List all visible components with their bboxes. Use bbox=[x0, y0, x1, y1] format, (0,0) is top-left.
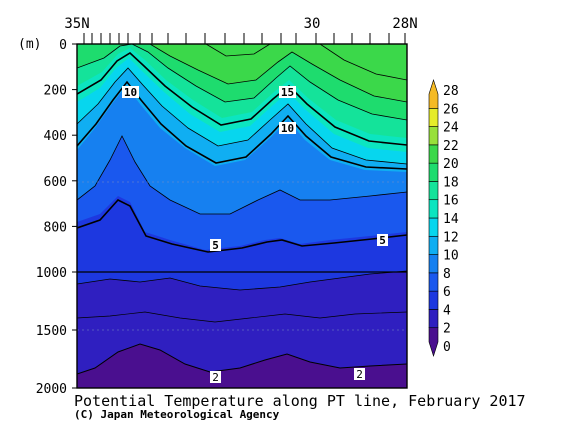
isotherm-12-line bbox=[77, 67, 407, 165]
colorbar-label-4: 4 bbox=[443, 303, 451, 318]
x-tick-label-28N: 28N bbox=[392, 16, 417, 32]
svg-text:2: 2 bbox=[212, 371, 219, 384]
y-tick-label-600: 600 bbox=[44, 175, 67, 190]
contour-label-5-east: 5 bbox=[377, 234, 388, 247]
colorbar-cell-26 bbox=[428, 79, 439, 109]
colorbar-label-8: 8 bbox=[443, 267, 451, 282]
contour-lines bbox=[77, 44, 407, 375]
isotherm-18-line bbox=[77, 44, 407, 121]
colorbar-label-28: 28 bbox=[443, 84, 459, 99]
contour-label-5-west: 5 bbox=[210, 239, 221, 252]
colorbar-cell-4 bbox=[428, 290, 439, 310]
band-20-22 bbox=[77, 44, 407, 102]
svg-text:15: 15 bbox=[281, 86, 294, 99]
contour-label-10-west: 10 bbox=[122, 86, 139, 99]
svg-text:5: 5 bbox=[212, 239, 219, 252]
y-axis-label: (m) bbox=[18, 37, 41, 52]
gridlines bbox=[77, 181, 407, 331]
y-tick-label-400: 400 bbox=[44, 129, 67, 144]
x-tick-label-35N: 35N bbox=[64, 16, 89, 32]
station-ticks bbox=[83, 33, 406, 44]
isotherm-15-line bbox=[77, 51, 407, 146]
isotherm-4-line bbox=[77, 270, 407, 291]
y-tick-label-1500: 1500 bbox=[36, 324, 67, 339]
isotherm-20-line bbox=[149, 44, 407, 103]
temperature-field bbox=[77, 44, 407, 388]
contour-label-2-east: 2 bbox=[354, 368, 365, 381]
colorbar-label-12: 12 bbox=[443, 230, 459, 245]
colorbar-cell-22 bbox=[428, 126, 439, 146]
svg-text:10: 10 bbox=[281, 122, 294, 135]
contour-label-2-west: 2 bbox=[210, 371, 221, 384]
plot-frame bbox=[76, 43, 408, 389]
y-tick-label-1000: 1000 bbox=[36, 266, 67, 281]
y-tick-label-0: 0 bbox=[59, 38, 67, 53]
colorbar-label-16: 16 bbox=[443, 194, 459, 209]
colorbar-cell-20 bbox=[428, 144, 439, 164]
colorbar-cell-24 bbox=[428, 107, 439, 127]
colorbar-label-0: 0 bbox=[443, 340, 451, 355]
y-tick-label-200: 200 bbox=[44, 84, 67, 99]
isotherm-10-line bbox=[77, 80, 407, 170]
svg-text:10: 10 bbox=[124, 86, 137, 99]
svg-text:5: 5 bbox=[379, 234, 386, 247]
contour-label-10-east: 10 bbox=[279, 122, 296, 135]
isotherm-22-line bbox=[205, 44, 271, 57]
colorbar-cell-16 bbox=[428, 181, 439, 201]
colorbar-label-2: 2 bbox=[443, 322, 451, 337]
colorbar-label-10: 10 bbox=[443, 249, 459, 264]
isotherm-7-line bbox=[77, 135, 407, 215]
y-tick-label-800: 800 bbox=[44, 220, 67, 235]
colorbar-label-26: 26 bbox=[443, 102, 459, 117]
isotherm-22b-line bbox=[319, 44, 407, 81]
x-tick-labels: 35N 30 28N bbox=[64, 16, 417, 32]
colorbar-cell-0 bbox=[428, 327, 439, 357]
isotherm-5-line bbox=[77, 199, 407, 253]
colorbar-label-14: 14 bbox=[443, 212, 459, 227]
colorbar-label-18: 18 bbox=[443, 175, 459, 190]
colorbar-cell-10 bbox=[428, 235, 439, 255]
colorbar-cell-2 bbox=[428, 309, 439, 329]
contour-labels: 10 15 10 5 5 2 2 bbox=[122, 86, 388, 384]
colorbar-cell-8 bbox=[428, 254, 439, 274]
chart-credit: (C) Japan Meteorological Agency bbox=[74, 408, 280, 421]
colorbar-cell-6 bbox=[428, 272, 439, 292]
colorbar-label-24: 24 bbox=[443, 121, 459, 136]
y-tick-label-2000: 2000 bbox=[36, 382, 67, 397]
colorbar-label-6: 6 bbox=[443, 285, 451, 300]
contour-label-15-east: 15 bbox=[279, 86, 296, 99]
y-axis-ticks: 0 200 400 600 800 1000 1500 2000 bbox=[36, 38, 77, 397]
svg-text:2: 2 bbox=[356, 368, 363, 381]
isotherm-2-line bbox=[77, 343, 407, 375]
isotherm-3-line bbox=[77, 311, 407, 323]
chart-title: Potential Temperature along PT line, Feb… bbox=[74, 392, 526, 410]
colorbar-label-22: 22 bbox=[443, 139, 459, 154]
x-tick-label-30: 30 bbox=[304, 16, 321, 32]
colorbar-cell-14 bbox=[428, 199, 439, 219]
colorbar-cell-18 bbox=[428, 162, 439, 182]
colorbar-cell-12 bbox=[428, 217, 439, 237]
colorbar-label-20: 20 bbox=[443, 157, 459, 172]
